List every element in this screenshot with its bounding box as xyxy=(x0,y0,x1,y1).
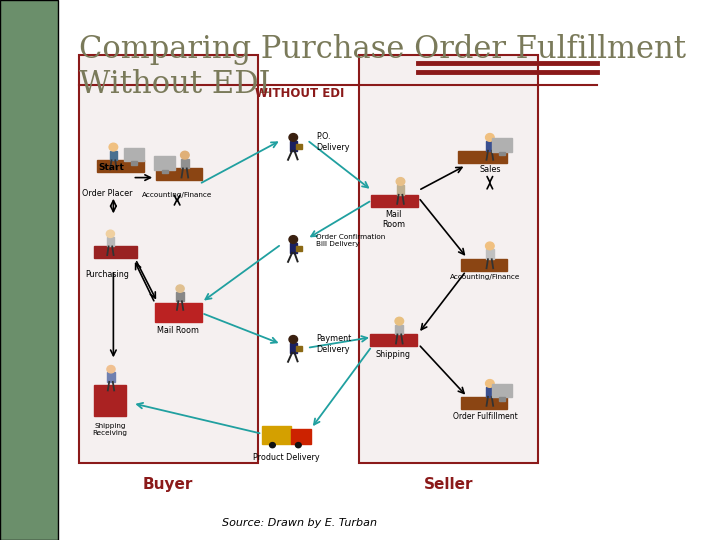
Bar xyxy=(161,170,168,173)
Bar xyxy=(486,387,494,397)
Bar xyxy=(155,303,202,322)
Bar xyxy=(97,160,144,172)
Text: Mail
Room: Mail Room xyxy=(382,210,405,230)
Circle shape xyxy=(485,380,494,387)
Bar xyxy=(458,151,507,163)
Text: Sales: Sales xyxy=(479,165,500,174)
Circle shape xyxy=(107,366,115,373)
Bar xyxy=(492,383,512,397)
Bar xyxy=(492,138,512,152)
Text: Buyer: Buyer xyxy=(143,477,194,492)
Text: Seller: Seller xyxy=(423,477,473,492)
Text: WITHOUT EDI: WITHOUT EDI xyxy=(255,87,344,100)
Circle shape xyxy=(485,133,494,141)
Text: Source: Drawn by E. Turban: Source: Drawn by E. Turban xyxy=(222,518,377,528)
Circle shape xyxy=(269,443,275,448)
Bar xyxy=(397,185,405,195)
Circle shape xyxy=(289,335,297,343)
Bar xyxy=(289,141,297,151)
Text: Purchasing: Purchasing xyxy=(86,270,130,279)
Bar xyxy=(107,373,114,382)
Text: Accounting/Finance: Accounting/Finance xyxy=(142,192,212,198)
Bar xyxy=(499,152,505,155)
Text: Comparing Purchase Order Fulfillment
Without EDI: Comparing Purchase Order Fulfillment Wit… xyxy=(78,33,686,100)
Text: Shipping: Shipping xyxy=(376,349,411,359)
Bar xyxy=(124,148,144,161)
Bar xyxy=(289,243,297,253)
Bar xyxy=(486,249,494,259)
Bar xyxy=(296,246,302,251)
Text: Order Placer: Order Placer xyxy=(82,190,132,198)
Bar xyxy=(94,246,138,258)
FancyBboxPatch shape xyxy=(78,55,258,463)
Bar xyxy=(461,259,507,271)
Bar xyxy=(130,161,137,165)
Text: Product Delivery: Product Delivery xyxy=(253,453,320,462)
Bar xyxy=(461,397,507,409)
Circle shape xyxy=(396,178,405,185)
Circle shape xyxy=(107,230,114,238)
Bar xyxy=(156,168,202,180)
Circle shape xyxy=(485,242,494,250)
Circle shape xyxy=(176,285,184,292)
Bar xyxy=(109,151,117,160)
Text: Shipping
Receiving: Shipping Receiving xyxy=(92,423,127,436)
Bar xyxy=(296,144,302,149)
Circle shape xyxy=(109,143,117,151)
Text: Start: Start xyxy=(99,163,125,172)
Text: Order Fulfillment: Order Fulfillment xyxy=(453,412,518,421)
Text: Payment
Delivery: Payment Delivery xyxy=(316,334,351,354)
Circle shape xyxy=(181,151,189,159)
Bar xyxy=(176,292,184,301)
Bar xyxy=(181,159,189,168)
Text: Mail Room: Mail Room xyxy=(157,326,199,335)
Bar xyxy=(291,429,310,444)
Bar xyxy=(94,385,127,416)
Circle shape xyxy=(395,318,404,325)
Text: Order Confirmation
Bill Delivery: Order Confirmation Bill Delivery xyxy=(316,234,385,247)
FancyBboxPatch shape xyxy=(359,55,538,463)
Bar xyxy=(289,343,297,353)
Bar xyxy=(499,397,505,401)
Text: Accounting/Finance: Accounting/Finance xyxy=(450,274,521,280)
Bar xyxy=(296,346,302,350)
Bar xyxy=(107,237,114,246)
Bar xyxy=(155,157,175,170)
Bar xyxy=(261,426,291,444)
Text: P.O.
Delivery: P.O. Delivery xyxy=(316,132,349,152)
Circle shape xyxy=(289,235,297,244)
Bar xyxy=(370,334,417,346)
Bar xyxy=(372,195,418,207)
Circle shape xyxy=(289,133,297,141)
Bar xyxy=(395,325,403,334)
Circle shape xyxy=(295,443,301,448)
Bar xyxy=(486,141,494,151)
